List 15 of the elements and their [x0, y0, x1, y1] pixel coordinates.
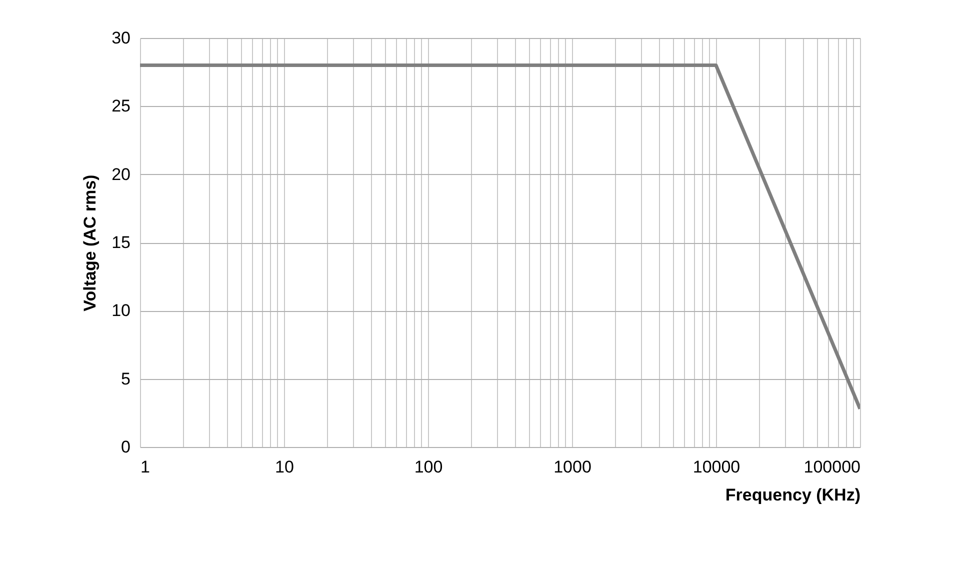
y-tick-label: 10: [112, 301, 130, 320]
y-tick-label: 0: [121, 438, 130, 456]
x-tick-label: 100000: [804, 458, 860, 476]
x-tick-label: 10000: [692, 458, 740, 476]
y-tick-label: 20: [112, 164, 130, 184]
x-axis-title: Frequency (KHz): [725, 486, 860, 504]
y-tick-label: 30: [112, 28, 130, 48]
y-tick-label: 5: [121, 369, 130, 388]
x-tick-label: 1: [140, 458, 150, 476]
y-axis-title: Voltage (AC rms): [80, 174, 100, 312]
x-tick-label: 1000: [554, 458, 592, 476]
x-tick-label: 100: [414, 458, 443, 476]
y-tick-label: 15: [112, 233, 130, 252]
y-tick-label: 25: [112, 96, 130, 116]
x-tick-label: 10: [275, 458, 294, 476]
